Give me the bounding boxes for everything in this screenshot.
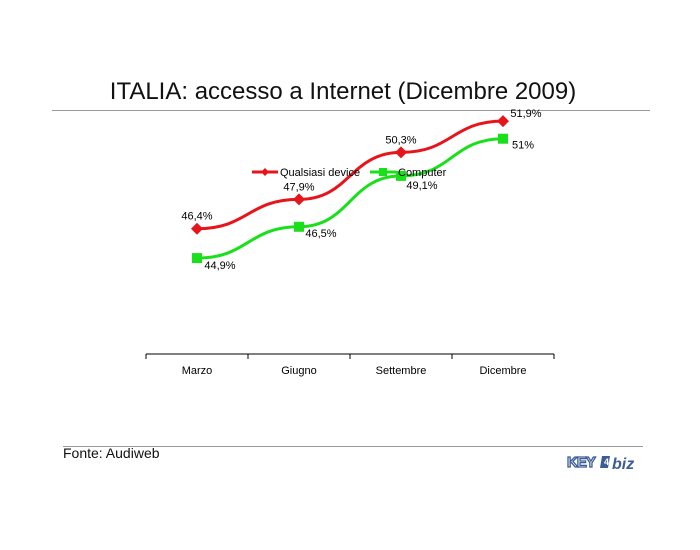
data-point — [191, 222, 203, 235]
data-point — [395, 146, 407, 159]
legend-marker — [379, 168, 387, 176]
svg-text:KEY: KEY — [567, 454, 596, 471]
legend-label: Qualsiasi device — [280, 167, 360, 179]
data-label: 51,9% — [510, 108, 541, 120]
title-divider — [52, 110, 650, 111]
data-label: 49,1% — [406, 180, 437, 192]
data-label: 44,9% — [204, 260, 235, 272]
line-chart: Marzo Giugno Settembre Dicembre 46,4% 47,9% 50… — [145, 108, 555, 377]
x-tick-label: Settembre — [376, 365, 427, 377]
x-tick-label: Dicembre — [479, 365, 526, 377]
series-line-0 — [196, 119, 504, 231]
series-line-1 — [196, 137, 504, 260]
legend-label: Computer — [398, 167, 447, 179]
data-point — [192, 253, 202, 264]
x-tick-label: Marzo — [182, 365, 213, 377]
svg-text:biz: biz — [612, 456, 634, 473]
data-label: 46,4% — [181, 211, 212, 223]
data-label: 51% — [512, 140, 534, 152]
data-point — [294, 221, 304, 232]
source-note: Fonte: Audiweb — [63, 445, 160, 461]
data-point — [396, 170, 406, 181]
x-tick-label: Giugno — [281, 365, 316, 377]
data-label: 47,9% — [283, 181, 314, 193]
data-point — [498, 133, 508, 144]
slide-title: ITALIA: accesso a Internet (Dicembre 200… — [109, 78, 577, 105]
footer-divider — [63, 446, 643, 447]
data-point — [293, 193, 305, 206]
svg-text:4: 4 — [604, 457, 609, 467]
legend-marker — [261, 168, 269, 176]
data-label: 50,3% — [385, 134, 416, 146]
data-label: 46,5% — [305, 228, 336, 240]
data-point — [497, 115, 509, 128]
key4biz-logo: KEY 4 biz — [566, 453, 634, 473]
